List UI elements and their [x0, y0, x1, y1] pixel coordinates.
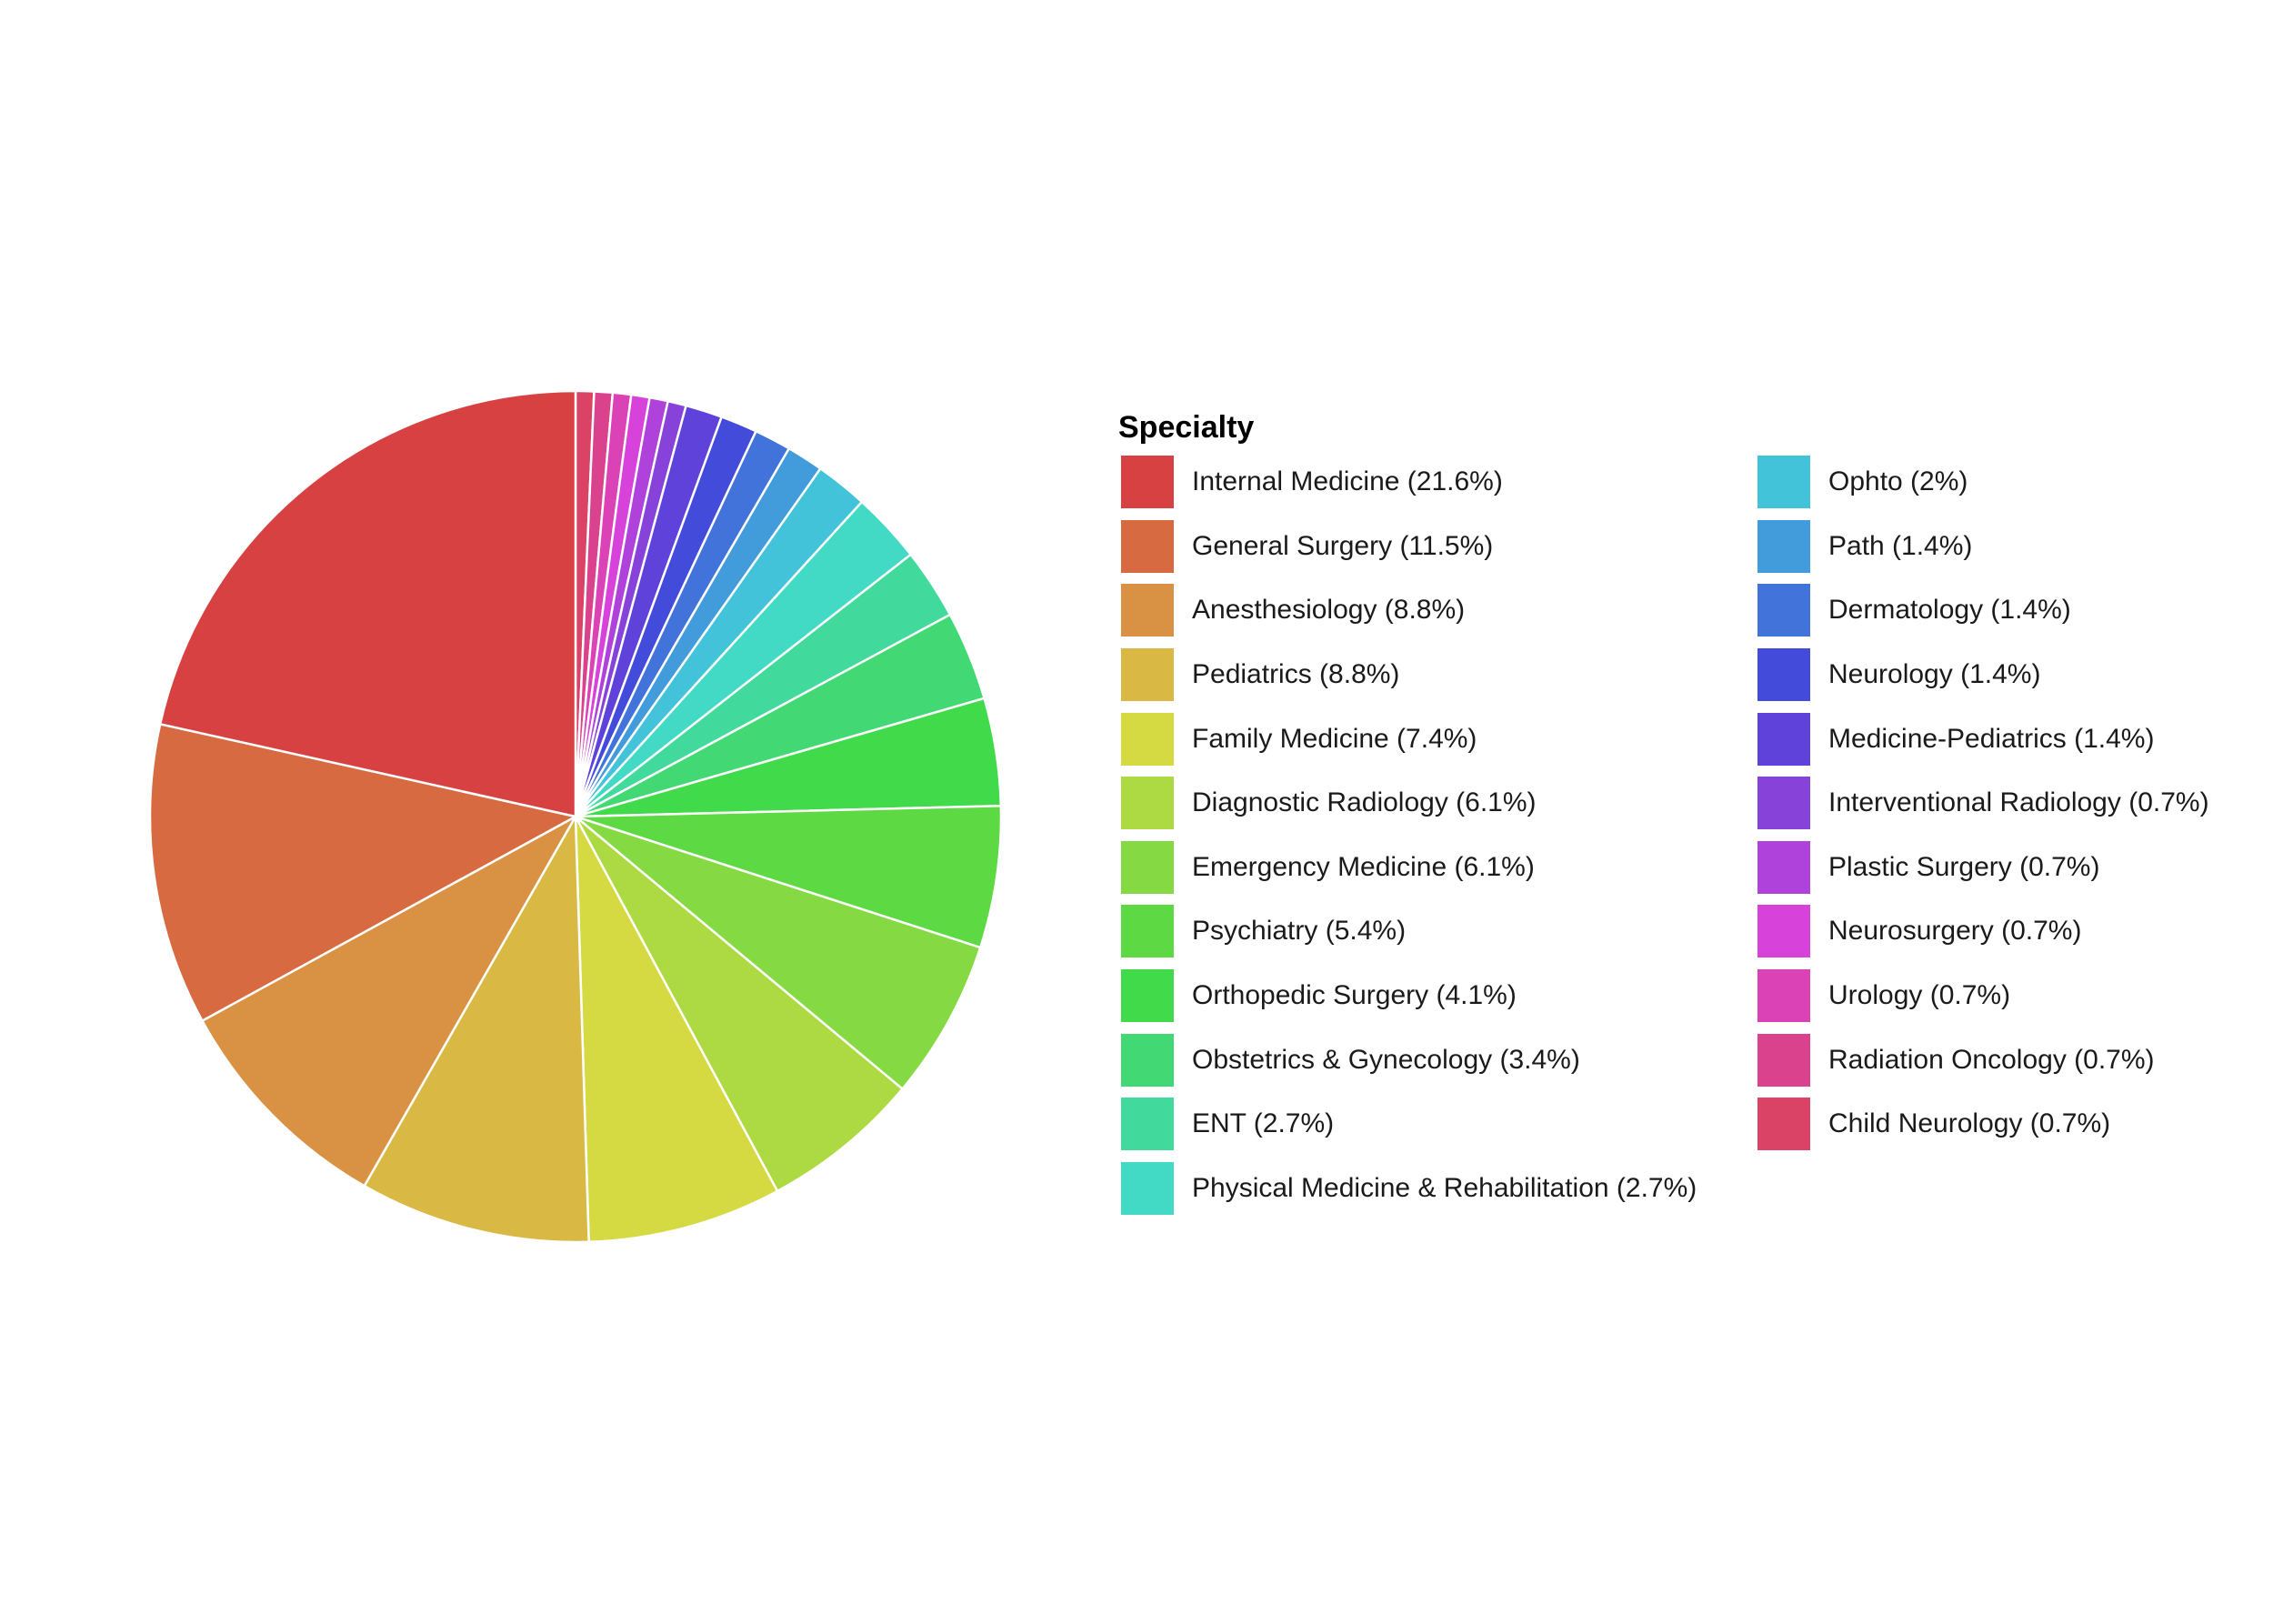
legend-item-dermatology: Dermatology (1.4%) [1755, 578, 2264, 643]
legend-swatch [1119, 517, 1176, 575]
legend-label: Radiation Oncology (0.7%) [1828, 1044, 2155, 1075]
legend-swatch [1756, 454, 1812, 511]
legend-item-ent: ENT (2.7%) [1118, 1092, 1755, 1157]
legend-label: Diagnostic Radiology (6.1%) [1192, 787, 1537, 818]
legend-swatch [1756, 775, 1812, 832]
legend-label: Medicine-Pediatrics (1.4%) [1828, 723, 2155, 754]
legend-swatch [1119, 582, 1176, 639]
legend-label: Anesthesiology (8.8%) [1192, 595, 1466, 626]
legend-swatch [1756, 517, 1812, 575]
legend-item-orthopedic-surgery: Orthopedic Surgery (4.1%) [1118, 964, 1755, 1028]
pie-slice-anesthesiology [201, 815, 577, 1188]
legend-swatch [1756, 838, 1812, 896]
legend-item-neurosurgery: Neurosurgery (0.7%) [1755, 899, 2264, 964]
legend-swatch [1756, 710, 1812, 767]
legend-item-physical-medicine-and-rehabilitation: Physical Medicine & Rehabilitation (2.7%… [1118, 1157, 1755, 1221]
pie-slice-diagnostic-radiology [574, 815, 904, 1193]
legend-item-path: Path (1.4%) [1755, 515, 2264, 579]
legend-label: Psychiatry (5.4%) [1192, 916, 1407, 947]
legend-swatch [1119, 838, 1176, 896]
legend-label: Dermatology (1.4%) [1828, 595, 2071, 626]
legend-item-family-medicine: Family Medicine (7.4%) [1118, 707, 1755, 771]
legend-label: Ophto (2%) [1828, 466, 1968, 497]
legend-item-neurology: Neurology (1.4%) [1755, 643, 2264, 707]
legend-swatch [1119, 1031, 1176, 1088]
legend-item-anesthesiology: Anesthesiology (8.8%) [1118, 578, 1755, 643]
legend-item-plastic-surgery: Plastic Surgery (0.7%) [1755, 836, 2264, 900]
pie-slice-internal-medicine [158, 389, 577, 818]
legend-label: Neurosurgery (0.7%) [1828, 916, 2082, 947]
legend-label: Pediatrics (8.8%) [1192, 659, 1400, 690]
legend-item-diagnostic-radiology: Diagnostic Radiology (6.1%) [1118, 771, 1755, 836]
legend-item-radiation-oncology: Radiation Oncology (0.7%) [1755, 1028, 2264, 1092]
legend-item-pediatrics: Pediatrics (8.8%) [1118, 643, 1755, 707]
legend-column-1: Internal Medicine (21.6%) General Surgery… [1118, 450, 1755, 1220]
legend-label: Internal Medicine (21.6%) [1192, 466, 1503, 497]
legend-swatch [1119, 775, 1176, 832]
legend-swatch [1119, 454, 1176, 511]
legend-swatch [1119, 1096, 1176, 1153]
legend-label: Plastic Surgery (0.7%) [1828, 851, 2100, 882]
legend-swatch [1119, 647, 1176, 704]
legend-label: ENT (2.7%) [1192, 1108, 1335, 1139]
legend-swatch [1756, 903, 1812, 960]
legend-swatch [1756, 647, 1812, 704]
pie-slice-family-medicine [574, 815, 779, 1244]
legend-label: Path (1.4%) [1828, 530, 1973, 561]
legend-item-internal-medicine: Internal Medicine (21.6%) [1118, 450, 1755, 515]
legend-item-medicine-pediatrics: Medicine-Pediatrics (1.4%) [1755, 707, 2264, 771]
legend-label: Family Medicine (7.4%) [1192, 723, 1477, 754]
legend-label: Orthopedic Surgery (4.1%) [1192, 980, 1517, 1011]
legend-column-2: Ophto (2%) Path (1.4%) Dermatology (1.4%) N… [1755, 450, 2264, 1220]
pie-slices [148, 389, 1003, 1244]
legend-label: Child Neurology (0.7%) [1828, 1108, 2111, 1139]
legend-item-interventional-radiology: Interventional Radiology (0.7%) [1755, 771, 2264, 836]
legend-item-child-neurology: Child Neurology (0.7%) [1755, 1092, 2264, 1157]
legend-label: General Surgery (11.5%) [1192, 530, 1494, 561]
pie-slice-emergency-medicine [574, 815, 982, 1090]
legend-swatch [1756, 967, 1812, 1025]
legend-item-emergency-medicine: Emergency Medicine (6.1%) [1118, 836, 1755, 900]
legend-swatch [1756, 582, 1812, 639]
legend-item-obstetrics-and-gynecology: Obstetrics & Gynecology (3.4%) [1118, 1028, 1755, 1092]
pie-slice-general-surgery [148, 723, 577, 1022]
legend-label: Emergency Medicine (6.1%) [1192, 851, 1535, 882]
pie-slice-pediatrics [363, 815, 590, 1244]
legend-swatch [1119, 1159, 1176, 1217]
legend-item-ophto: Ophto (2%) [1755, 450, 2264, 515]
legend-item-psychiatry: Psychiatry (5.4%) [1118, 899, 1755, 964]
legend-label: Neurology (1.4%) [1828, 659, 2041, 690]
legend-label: Interventional Radiology (0.7%) [1828, 787, 2209, 818]
legend-item-general-surgery: General Surgery (11.5%) [1118, 515, 1755, 579]
legend-swatch [1756, 1096, 1812, 1153]
legend-swatch [1119, 903, 1176, 960]
legend-label: Urology (0.7%) [1828, 980, 2011, 1011]
legend-title: Specialty [1118, 410, 1255, 445]
legend-item-urology: Urology (0.7%) [1755, 964, 2264, 1028]
pie-slice-psychiatry [574, 805, 1003, 949]
legend-swatch [1119, 967, 1176, 1025]
legend-label: Obstetrics & Gynecology (3.4%) [1192, 1044, 1580, 1075]
legend-swatch [1119, 710, 1176, 767]
legend-swatch [1756, 1031, 1812, 1088]
legend: Specialty Internal Medicine (21.6%) Gener… [1118, 405, 2264, 1220]
legend-label: Physical Medicine & Rehabilitation (2.7%… [1192, 1172, 1697, 1203]
